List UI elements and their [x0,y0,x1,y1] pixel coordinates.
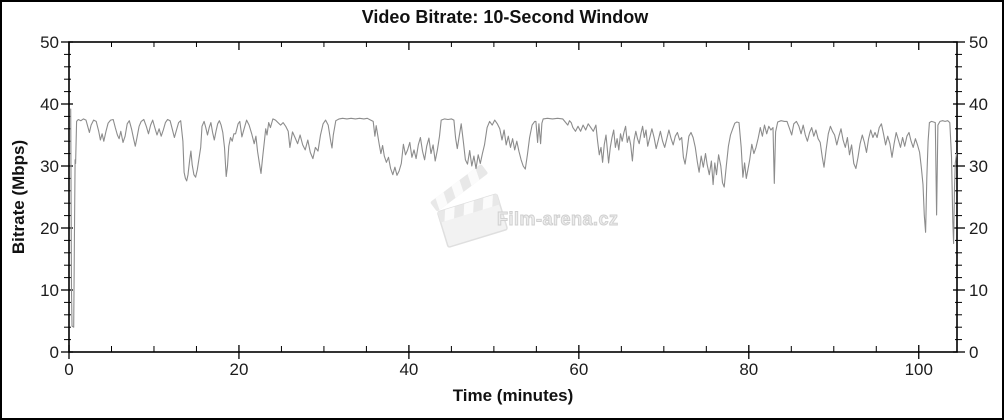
y-axis-title: Bitrate (Mbps) [9,140,28,254]
x-tick-label: 60 [569,360,588,379]
y-tick-label-left: 30 [40,157,59,176]
y-tick-label-left: 50 [40,33,59,52]
y-tick-label-right: 10 [969,281,988,300]
y-tick-label-right: 20 [969,219,988,238]
plot-border [68,41,958,353]
x-tick-label: 100 [905,360,933,379]
bitrate-line [70,108,958,328]
y-tick-label-right: 50 [969,33,988,52]
y-tick-label-left: 0 [50,343,59,362]
y-tick-label-left: 40 [40,95,59,114]
x-axis-title: Time (minutes) [453,386,574,405]
y-tick-label-right: 40 [969,95,988,114]
x-tick-label: 0 [64,360,73,379]
y-tick-label-right: 30 [969,157,988,176]
y-tick-label-left: 10 [40,281,59,300]
bitrate-line-series [70,108,958,328]
x-tick-label: 20 [229,360,248,379]
watermark: Film-arena.cz [430,164,619,248]
chart-title: Video Bitrate: 10-Second Window [362,7,650,27]
x-tick-label: 40 [399,360,418,379]
watermark-text: Film-arena.cz [497,209,619,229]
clapperboard-icon [430,164,508,248]
x-tick-label: 80 [739,360,758,379]
y-tick-label-left: 20 [40,219,59,238]
y-tick-label-right: 0 [969,343,978,362]
